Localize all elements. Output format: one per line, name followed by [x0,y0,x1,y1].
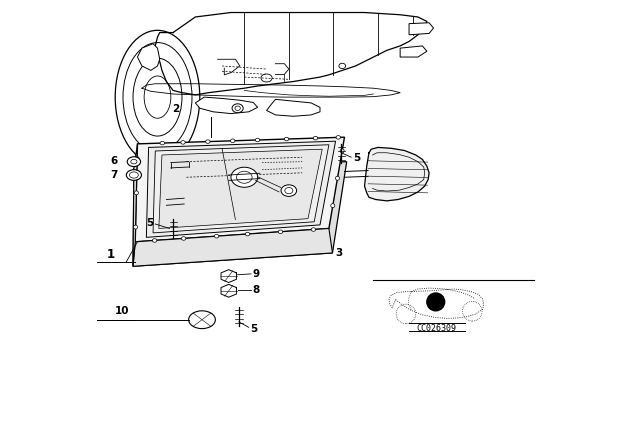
Polygon shape [409,23,433,35]
Text: 9: 9 [252,269,259,279]
Ellipse shape [127,157,141,167]
Ellipse shape [237,151,255,164]
Ellipse shape [135,156,139,160]
Circle shape [427,293,445,311]
Ellipse shape [255,138,260,142]
Text: 6: 6 [110,156,118,166]
Polygon shape [135,137,344,242]
Ellipse shape [336,136,340,139]
Text: 4: 4 [275,148,283,158]
Ellipse shape [331,204,335,207]
Polygon shape [138,44,160,70]
Ellipse shape [152,239,157,242]
Ellipse shape [115,30,200,164]
Polygon shape [133,162,347,266]
Text: 5: 5 [353,153,360,163]
Text: 7: 7 [110,170,118,180]
Polygon shape [147,141,335,237]
Text: 10: 10 [115,306,130,316]
Text: 2: 2 [172,103,179,114]
Ellipse shape [232,104,243,113]
Text: 3: 3 [335,248,343,258]
Ellipse shape [340,149,344,153]
Ellipse shape [231,167,258,187]
Ellipse shape [181,237,186,240]
Polygon shape [365,147,429,201]
Text: 8: 8 [252,285,260,295]
Polygon shape [133,228,332,266]
Polygon shape [159,149,322,228]
Ellipse shape [134,225,138,229]
Ellipse shape [205,140,210,143]
Ellipse shape [278,230,283,233]
Ellipse shape [180,141,185,144]
Ellipse shape [230,139,235,142]
Polygon shape [133,144,138,266]
Polygon shape [221,270,236,283]
Ellipse shape [313,136,317,140]
Ellipse shape [126,170,141,181]
Text: 5: 5 [146,218,154,228]
Ellipse shape [189,311,216,329]
Polygon shape [400,46,427,57]
Polygon shape [195,97,258,114]
Polygon shape [156,13,427,95]
Polygon shape [221,284,236,297]
Ellipse shape [134,191,138,195]
Text: CC026309: CC026309 [417,324,457,333]
Text: 1: 1 [107,247,115,260]
Ellipse shape [160,141,164,145]
Polygon shape [267,99,320,116]
Ellipse shape [245,232,250,236]
Ellipse shape [214,234,219,238]
Ellipse shape [281,185,296,196]
Ellipse shape [311,228,316,231]
Ellipse shape [284,137,289,141]
Polygon shape [153,145,329,233]
Ellipse shape [335,176,339,180]
Text: 5: 5 [250,323,258,334]
